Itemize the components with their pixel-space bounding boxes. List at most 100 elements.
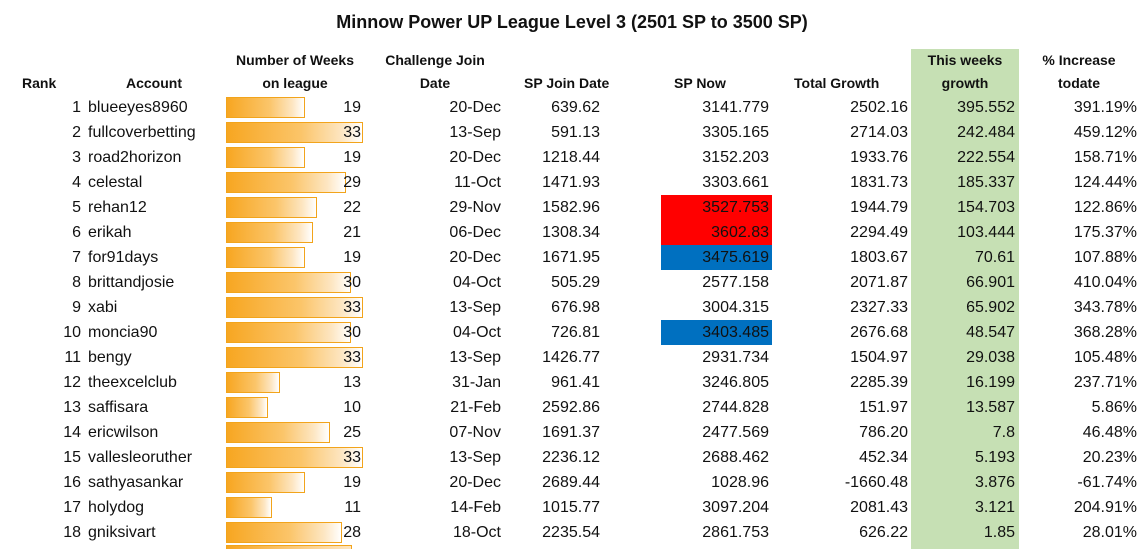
account-cell: blueeyes8960 bbox=[88, 99, 188, 116]
weekly-growth-cell: 1.85 bbox=[983, 524, 1015, 541]
total-growth-cell: 2327.33 bbox=[850, 299, 908, 316]
sp-join-cell: 1218.44 bbox=[542, 149, 600, 166]
header-join-line2: Date bbox=[419, 75, 451, 91]
increase-cell: 391.19% bbox=[1073, 99, 1137, 116]
table-row: 8 brittandjosie 30 04-Oct 505.29 2577.158 2071… bbox=[0, 270, 1144, 295]
sp-join-cell: 1308.34 bbox=[542, 224, 600, 241]
weekly-growth-cell: 103.444 bbox=[957, 224, 1015, 241]
join-date-cell: 21-Feb bbox=[450, 399, 501, 416]
rank-cell: 8 bbox=[72, 274, 81, 291]
header-increase-line1: % Increase bbox=[1042, 52, 1116, 68]
header-weeks-line1: Number of Weeks bbox=[236, 52, 354, 68]
sp-join-cell: 676.98 bbox=[551, 299, 600, 316]
weeks-cell: 19 bbox=[343, 249, 361, 266]
header-join-line1: Challenge Join bbox=[385, 52, 485, 68]
sp-now-cell: 2744.828 bbox=[702, 399, 769, 416]
weeks-cell: 33 bbox=[343, 349, 361, 366]
weeks-data-bar bbox=[226, 97, 305, 118]
weeks-cell: 13 bbox=[343, 374, 361, 391]
join-date-cell: 07-Nov bbox=[449, 424, 501, 441]
header-rank: Rank bbox=[22, 75, 57, 91]
rank-cell: 3 bbox=[72, 149, 81, 166]
sp-join-cell: 2235.54 bbox=[542, 524, 600, 541]
total-growth-cell: 2714.03 bbox=[850, 124, 908, 141]
table-row: 3 road2horizon 19 20-Dec 1218.44 3152.203 1933… bbox=[0, 145, 1144, 170]
weeks-data-bar bbox=[226, 297, 363, 318]
header-weeks-line2: on league bbox=[262, 75, 328, 91]
rank-cell: 15 bbox=[63, 449, 81, 466]
weeks-data-bar bbox=[226, 247, 305, 268]
weeks-data-bar bbox=[226, 122, 363, 143]
weeks-data-bar bbox=[226, 222, 313, 243]
weeks-cell: 11 bbox=[344, 499, 361, 516]
sp-now-cell: 2688.462 bbox=[702, 449, 769, 466]
join-date-cell: 13-Sep bbox=[449, 449, 501, 466]
join-date-cell: 04-Oct bbox=[452, 324, 501, 341]
weekly-growth-cell: 7.8 bbox=[992, 424, 1015, 441]
sp-now-cell: 3246.805 bbox=[702, 374, 769, 391]
weeks-cell: 10 bbox=[343, 399, 361, 416]
sp-join-cell: 1471.93 bbox=[542, 174, 600, 191]
total-growth-cell: 1831.73 bbox=[850, 174, 908, 191]
total-growth-cell: 786.20 bbox=[859, 424, 908, 441]
header-total-growth: Total Growth bbox=[794, 75, 880, 91]
weekly-growth-cell: 48.547 bbox=[966, 324, 1015, 341]
sp-now-cell: 3305.165 bbox=[702, 124, 769, 141]
account-cell: gniksivart bbox=[88, 524, 156, 541]
table-row: 18 gniksivart 28 18-Oct 2235.54 2861.753 626.2… bbox=[0, 520, 1144, 545]
table-row: 12 theexcelclub 13 31-Jan 961.41 3246.805 2285… bbox=[0, 370, 1144, 395]
increase-cell: 5.86% bbox=[1091, 399, 1137, 416]
weekly-growth-cell: 222.554 bbox=[957, 149, 1015, 166]
weeks-data-bar bbox=[226, 447, 363, 468]
join-date-cell: 13-Sep bbox=[449, 299, 501, 316]
account-cell: vallesleoruther bbox=[88, 449, 193, 466]
total-growth-cell: 2502.16 bbox=[850, 99, 908, 116]
join-date-cell: 18-Oct bbox=[452, 524, 501, 541]
total-growth-cell: 1803.67 bbox=[850, 249, 908, 266]
weekly-growth-cell: 242.484 bbox=[957, 124, 1015, 141]
weekly-growth-cell: 3.876 bbox=[974, 474, 1015, 491]
page-title: Minnow Power UP League Level 3 (2501 SP … bbox=[336, 12, 808, 32]
weeks-data-bar bbox=[226, 272, 351, 293]
sp-join-cell: 591.13 bbox=[551, 124, 600, 141]
join-date-cell: 06-Dec bbox=[449, 224, 501, 241]
weeks-data-bar bbox=[226, 372, 280, 393]
join-date-cell: 14-Feb bbox=[450, 499, 501, 516]
table-row: 14 ericwilson 25 07-Nov 1691.37 2477.569 786.2… bbox=[0, 420, 1144, 445]
total-growth-cell: 626.22 bbox=[859, 524, 908, 541]
weeks-cell: 22 bbox=[343, 199, 361, 216]
sp-now-cell: 1028.96 bbox=[711, 474, 769, 491]
account-cell: theexcelclub bbox=[88, 374, 177, 391]
increase-cell: 124.44% bbox=[1073, 174, 1137, 191]
total-growth-cell: 151.97 bbox=[859, 399, 908, 416]
weeks-cell: 28 bbox=[343, 524, 361, 541]
sp-join-cell: 1426.77 bbox=[542, 349, 600, 366]
increase-cell: 28.01% bbox=[1082, 524, 1137, 541]
weekly-growth-cell: 29.038 bbox=[966, 349, 1015, 366]
increase-cell: 368.28% bbox=[1073, 324, 1137, 341]
total-growth-cell: 1944.79 bbox=[850, 199, 908, 216]
account-cell: for91days bbox=[88, 249, 159, 266]
weekly-growth-cell: 66.901 bbox=[966, 274, 1015, 291]
sp-now-cell: 3303.661 bbox=[702, 174, 769, 191]
sp-now-cell: 3152.203 bbox=[702, 149, 769, 166]
increase-cell: 46.48% bbox=[1082, 424, 1137, 441]
table-row: 10 moncia90 30 04-Oct 726.81 3403.485 2676.68 4… bbox=[0, 320, 1144, 345]
increase-cell: 204.91% bbox=[1073, 499, 1137, 516]
weeks-data-bar bbox=[226, 347, 363, 368]
rank-cell: 9 bbox=[72, 299, 81, 316]
weeks-data-bar bbox=[226, 172, 346, 193]
account-cell: ericwilson bbox=[88, 424, 159, 441]
sp-join-cell: 1582.96 bbox=[542, 199, 600, 216]
table-row: 7 for91days 19 20-Dec 1671.95 3475.619 1803.67… bbox=[0, 245, 1144, 270]
sp-now-cell: 2477.569 bbox=[702, 424, 769, 441]
weekly-growth-cell: 154.703 bbox=[957, 199, 1015, 216]
sp-now-cell: 2931.734 bbox=[702, 349, 769, 366]
sp-join-cell: 2236.12 bbox=[542, 449, 600, 466]
increase-cell: 459.12% bbox=[1073, 124, 1137, 141]
weeks-cell: 19 bbox=[343, 149, 361, 166]
sp-now-highlight bbox=[661, 220, 772, 245]
sp-now-highlight bbox=[661, 245, 772, 270]
rank-cell: 5 bbox=[72, 199, 81, 216]
table-row: 9 xabi 33 13-Sep 676.98 3004.315 2327.33 65.902… bbox=[0, 295, 1144, 320]
